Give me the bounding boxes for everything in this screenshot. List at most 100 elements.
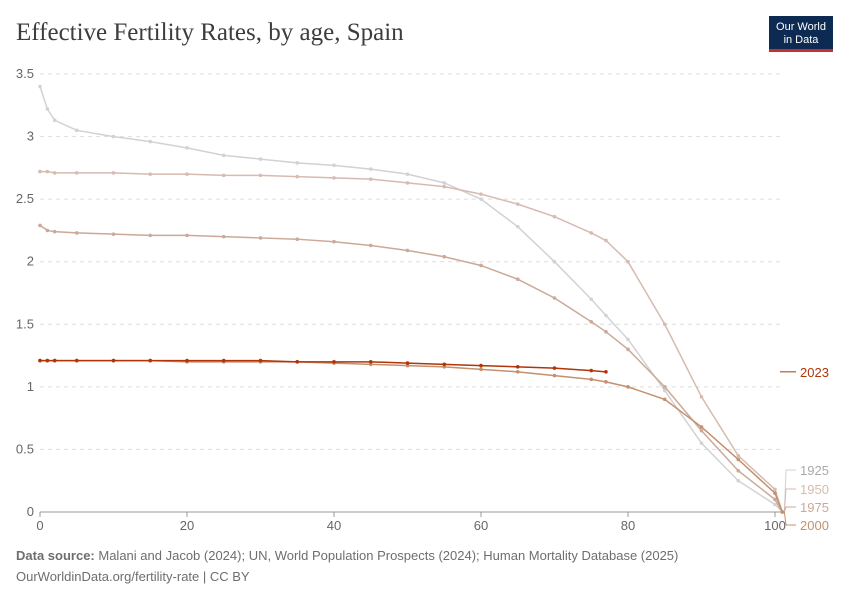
series-line bbox=[39, 86, 783, 513]
point bbox=[699, 395, 704, 399]
series-label: 1950 bbox=[800, 482, 829, 497]
point bbox=[45, 358, 50, 363]
point bbox=[111, 232, 116, 236]
point bbox=[699, 425, 704, 429]
point bbox=[258, 358, 263, 363]
point bbox=[332, 163, 336, 168]
point bbox=[405, 172, 410, 176]
chart-title: Effective Fertility Rates, by age, Spain bbox=[16, 19, 404, 46]
point bbox=[442, 365, 447, 369]
point bbox=[332, 360, 336, 364]
point bbox=[111, 134, 116, 139]
point bbox=[185, 358, 189, 363]
point bbox=[515, 224, 520, 229]
point bbox=[221, 173, 226, 178]
point bbox=[626, 347, 630, 352]
point bbox=[74, 358, 79, 363]
point bbox=[148, 358, 153, 363]
x-tick-label: 40 bbox=[327, 518, 341, 533]
point bbox=[780, 510, 785, 514]
point bbox=[662, 397, 667, 402]
point bbox=[74, 171, 79, 175]
point bbox=[589, 231, 594, 235]
point bbox=[295, 237, 300, 241]
logo-bar bbox=[769, 49, 833, 52]
point bbox=[773, 497, 777, 502]
point bbox=[589, 368, 594, 373]
point bbox=[736, 457, 741, 462]
y-tick-label: 0.5 bbox=[16, 441, 34, 456]
x-tick-label: 0 bbox=[36, 518, 43, 533]
point bbox=[552, 373, 557, 378]
series-line bbox=[40, 359, 607, 373]
point bbox=[736, 453, 741, 458]
series-line bbox=[40, 359, 784, 513]
logo-text: in Data bbox=[784, 34, 820, 46]
logo: Our World in Data bbox=[769, 16, 833, 52]
point bbox=[148, 172, 153, 176]
source-text: Malani and Jacob (2024); UN, World Popul… bbox=[98, 548, 678, 563]
point bbox=[52, 229, 57, 234]
source-label: Data source: bbox=[16, 548, 95, 563]
point bbox=[185, 172, 189, 176]
point bbox=[479, 363, 483, 368]
point bbox=[736, 468, 741, 473]
point bbox=[773, 491, 777, 496]
point bbox=[45, 107, 50, 111]
series-line bbox=[40, 170, 784, 513]
label-connector bbox=[783, 511, 796, 526]
point bbox=[626, 337, 630, 342]
point bbox=[405, 248, 410, 253]
label-connector bbox=[783, 506, 796, 513]
point bbox=[74, 231, 79, 235]
point bbox=[552, 296, 557, 300]
point bbox=[589, 297, 594, 302]
x-tick-label: 20 bbox=[180, 518, 194, 533]
point bbox=[38, 169, 42, 174]
point bbox=[604, 329, 608, 334]
x-tick-label: 80 bbox=[621, 518, 635, 533]
point bbox=[368, 243, 373, 248]
point bbox=[405, 361, 410, 365]
y-tick-label: 2 bbox=[27, 254, 34, 269]
point bbox=[515, 365, 520, 369]
point bbox=[699, 428, 704, 433]
point bbox=[515, 202, 520, 206]
point bbox=[368, 362, 373, 367]
point bbox=[74, 128, 79, 133]
point bbox=[442, 181, 447, 185]
label-connector bbox=[783, 488, 796, 513]
point bbox=[773, 487, 777, 492]
y-tick-label: 0 bbox=[27, 504, 34, 519]
point bbox=[515, 277, 520, 282]
point bbox=[552, 214, 557, 219]
x-tick-label: 100 bbox=[764, 518, 786, 533]
point bbox=[258, 236, 263, 240]
point bbox=[368, 167, 373, 171]
point bbox=[221, 234, 226, 239]
point bbox=[38, 358, 42, 363]
point bbox=[221, 153, 226, 158]
y-tick-label: 1 bbox=[27, 379, 34, 394]
point bbox=[479, 263, 483, 268]
point bbox=[185, 146, 189, 150]
point bbox=[52, 358, 57, 363]
point bbox=[38, 223, 42, 228]
point bbox=[552, 366, 557, 370]
point bbox=[604, 238, 608, 243]
point bbox=[626, 259, 630, 264]
point bbox=[111, 358, 116, 363]
point bbox=[38, 84, 42, 89]
logo-text: Our World bbox=[776, 21, 826, 33]
y-tick-label: 3.5 bbox=[16, 66, 34, 81]
series-line bbox=[39, 224, 783, 513]
point bbox=[148, 233, 153, 238]
point bbox=[405, 181, 410, 185]
point bbox=[604, 370, 608, 374]
point bbox=[295, 174, 300, 179]
footer: OurWorldinData.org/fertility-rate | CC B… bbox=[16, 569, 250, 584]
point bbox=[295, 161, 300, 165]
series-label: 2000 bbox=[800, 518, 829, 533]
point bbox=[45, 228, 50, 233]
y-tick-label: 1.5 bbox=[16, 316, 34, 331]
